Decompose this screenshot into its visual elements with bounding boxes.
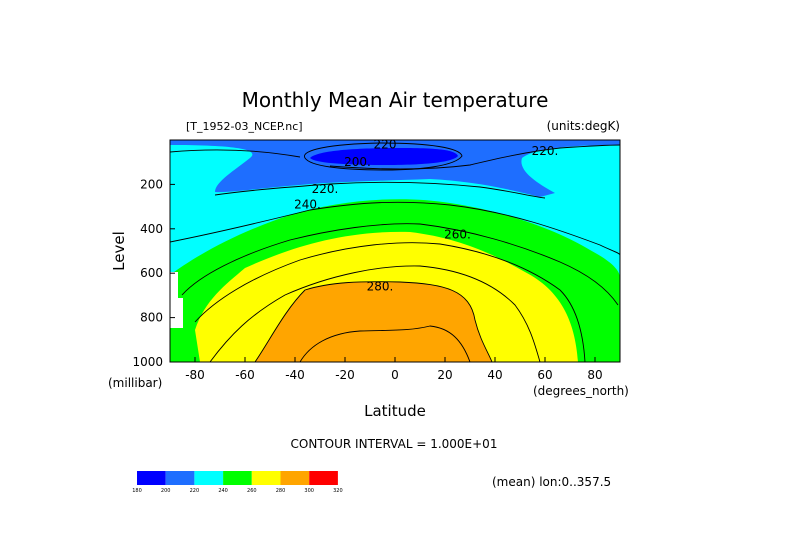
temperature-fill-regions	[170, 140, 620, 362]
colorbar-swatch	[280, 471, 310, 485]
contour-lines	[170, 142, 620, 362]
x-axis-label: Latitude	[364, 402, 426, 420]
contour-line-290	[299, 325, 471, 362]
x-tick-label: -60	[235, 368, 255, 382]
y-tick-label: 400	[140, 222, 163, 236]
contour-line-200	[304, 142, 463, 171]
colorbar-tick-label: 240	[218, 488, 228, 494]
y-tick-label: 800	[140, 311, 163, 325]
contour-line-220-lower	[214, 181, 546, 199]
colorbar-tick-label: 320	[333, 488, 343, 494]
contour-label: 280.	[367, 280, 394, 294]
mean-note: (mean) lon:0..357.5	[492, 475, 611, 489]
chart-title: Monthly Mean Air temperature	[242, 88, 549, 112]
y-unit-label: (millibar)	[108, 376, 162, 390]
contour-interval-text: CONTOUR INTERVAL = 1.000E+01	[291, 437, 498, 451]
x-axis-ticks: -80 -60 -40 -20 0 20 40 60 80	[185, 357, 603, 382]
colorbar-swatch	[251, 471, 281, 485]
units-label: (units:degK)	[547, 119, 620, 133]
contour-label: 260.	[444, 227, 471, 241]
contour-line-240	[170, 201, 620, 256]
contour-line-260	[194, 242, 586, 362]
x-tick-label: 20	[437, 368, 452, 382]
source-label: [T_1952-03_NCEP.nc]	[186, 120, 303, 133]
contour-labels: 220 220.200.220.240.260.280.	[294, 137, 558, 293]
x-tick-label: -80	[185, 368, 205, 382]
y-tick-label: 200	[140, 177, 163, 191]
x-tick-label: 80	[587, 368, 602, 382]
contour-label: 220.	[532, 144, 559, 158]
y-tick-label: 600	[140, 266, 163, 280]
colorbar-swatch	[165, 471, 195, 485]
contour-line-280	[254, 281, 493, 362]
contour-label: 200.	[344, 155, 371, 169]
colorbar-tick-label: 300	[304, 488, 314, 494]
band-white-corner	[170, 272, 183, 328]
band-orange	[255, 281, 492, 362]
colorbar-swatch	[223, 471, 252, 485]
band-dark-blue-core	[310, 148, 458, 165]
colorbar-tick-label: 260	[247, 488, 257, 494]
colorbar-tick-label: 180	[132, 488, 142, 494]
x-tick-label: -20	[335, 368, 355, 382]
colorbar-tick-label: 280	[276, 488, 286, 494]
contour-line-270	[209, 265, 541, 362]
colorbar-tick-label: 220	[190, 488, 200, 494]
contour-label: 220	[374, 137, 397, 151]
x-unit-label: (degrees_north)	[533, 384, 629, 398]
y-tick-label: 1000	[132, 355, 163, 369]
colorbar: 180 200 220 240 260 280 300 320	[132, 471, 343, 494]
x-tick-label: -40	[285, 368, 305, 382]
contour-label: 220.	[312, 182, 339, 196]
colorbar-swatch	[194, 471, 224, 485]
contour-line-220	[170, 144, 620, 170]
x-tick-label: 0	[391, 368, 399, 382]
y-axis-label: Level	[110, 231, 128, 271]
x-tick-label: 60	[537, 368, 552, 382]
x-tick-label: 40	[487, 368, 502, 382]
contour-line-250	[181, 223, 619, 306]
y-axis-ticks: 200 400 600 800 1000	[132, 177, 175, 369]
colorbar-tick-label: 200	[161, 488, 171, 494]
colorbar-swatch	[137, 471, 166, 485]
contour-label: 240.	[294, 197, 321, 211]
colorbar-swatch	[309, 471, 338, 485]
